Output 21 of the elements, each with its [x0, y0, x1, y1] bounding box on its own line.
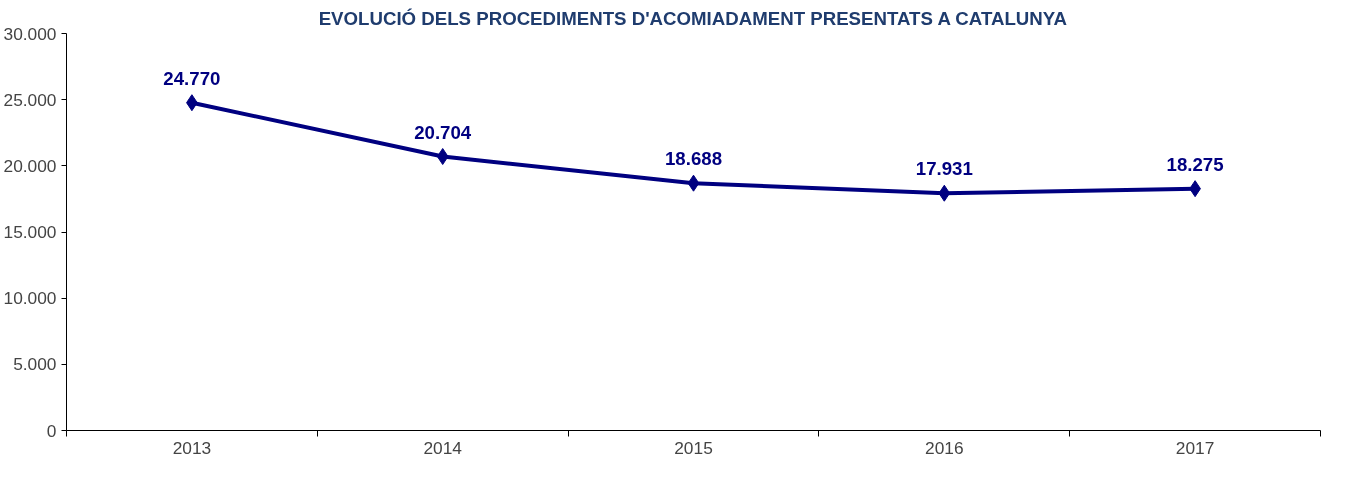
data-label: 17.931	[915, 158, 973, 180]
data-label: 18.688	[664, 148, 723, 170]
data-label: 18.275	[1166, 153, 1224, 175]
y-tick-label: 20.000	[3, 155, 57, 176]
point	[436, 148, 449, 166]
x-tick-label: 2014	[423, 437, 463, 458]
x-tick-label: 2015	[674, 437, 713, 458]
y-tick-label: 30.000	[3, 23, 57, 44]
x-tick-label: 2013	[172, 437, 212, 458]
chart-title: EVOLUCIÓ DELS PROCEDIMENTS D'ACOMIADAMENT PRESENTATS A CATALUNYA	[318, 7, 1067, 29]
y-tick-label: 5.000	[13, 354, 57, 375]
data-label: 20.704	[414, 121, 472, 143]
point	[687, 174, 700, 192]
y-tick-label: 15.000	[3, 222, 57, 242]
y-tick-label: 0	[46, 420, 57, 441]
y-tick-label: 25.000	[3, 89, 57, 110]
data-label: 24.770	[163, 67, 221, 89]
y-tick-label: 10.000	[3, 288, 57, 309]
x-tick-label: 2017	[1175, 437, 1215, 458]
x-tick-label: 2016	[925, 437, 964, 458]
point	[938, 184, 951, 202]
